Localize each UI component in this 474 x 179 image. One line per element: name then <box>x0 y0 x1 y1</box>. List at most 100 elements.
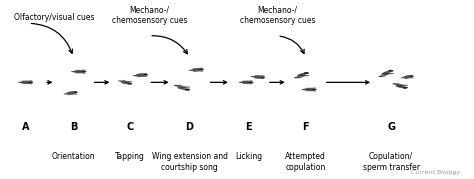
Text: B: B <box>70 122 77 132</box>
Circle shape <box>185 88 190 91</box>
Ellipse shape <box>401 77 406 78</box>
Ellipse shape <box>382 70 391 74</box>
Ellipse shape <box>69 92 75 93</box>
Ellipse shape <box>177 88 188 91</box>
Text: Wing extension and
courtship song: Wing extension and courtship song <box>152 152 228 172</box>
Circle shape <box>82 71 86 72</box>
Ellipse shape <box>256 76 263 77</box>
Ellipse shape <box>398 86 405 88</box>
Ellipse shape <box>121 82 131 84</box>
Ellipse shape <box>133 75 139 76</box>
Ellipse shape <box>136 76 147 77</box>
Circle shape <box>128 83 132 84</box>
Ellipse shape <box>77 72 84 73</box>
Ellipse shape <box>177 86 190 87</box>
Ellipse shape <box>18 82 24 83</box>
Circle shape <box>73 91 78 93</box>
Text: Mechano-/
chemosensory cues: Mechano-/ chemosensory cues <box>239 5 315 25</box>
Text: Copulation/
sperm transfer: Copulation/ sperm transfer <box>363 152 419 172</box>
Ellipse shape <box>74 70 85 71</box>
Ellipse shape <box>307 88 314 89</box>
Ellipse shape <box>300 73 306 75</box>
Ellipse shape <box>396 86 406 89</box>
Ellipse shape <box>242 83 253 84</box>
Text: G: G <box>387 122 395 132</box>
Ellipse shape <box>180 88 187 90</box>
Circle shape <box>143 74 148 76</box>
Ellipse shape <box>254 77 264 79</box>
Ellipse shape <box>397 85 404 87</box>
Ellipse shape <box>75 71 83 72</box>
Text: Orientation: Orientation <box>52 152 95 161</box>
Ellipse shape <box>383 72 390 74</box>
Ellipse shape <box>392 83 399 85</box>
Ellipse shape <box>297 75 309 76</box>
Ellipse shape <box>294 77 300 78</box>
Ellipse shape <box>382 73 393 75</box>
Ellipse shape <box>405 76 411 77</box>
Ellipse shape <box>22 82 30 83</box>
Ellipse shape <box>300 75 307 76</box>
Circle shape <box>312 89 317 90</box>
Ellipse shape <box>71 71 77 72</box>
Ellipse shape <box>307 90 314 91</box>
Ellipse shape <box>180 87 188 88</box>
Text: Olfactory/visual cues: Olfactory/visual cues <box>14 13 95 21</box>
Ellipse shape <box>243 82 250 83</box>
Circle shape <box>261 76 265 78</box>
Ellipse shape <box>384 71 390 73</box>
Ellipse shape <box>306 89 313 90</box>
Ellipse shape <box>255 76 262 78</box>
Ellipse shape <box>244 81 251 82</box>
Ellipse shape <box>305 90 316 91</box>
Ellipse shape <box>68 92 74 94</box>
Ellipse shape <box>67 91 76 93</box>
Ellipse shape <box>238 82 245 83</box>
Circle shape <box>28 81 33 83</box>
Ellipse shape <box>193 69 201 71</box>
Ellipse shape <box>123 83 130 84</box>
Ellipse shape <box>305 88 316 89</box>
Circle shape <box>388 70 393 72</box>
Ellipse shape <box>405 77 412 78</box>
Ellipse shape <box>64 93 69 95</box>
Circle shape <box>403 87 408 89</box>
Text: E: E <box>246 122 252 132</box>
Ellipse shape <box>122 82 129 83</box>
Circle shape <box>199 69 204 70</box>
Text: Attempted
copulation: Attempted copulation <box>285 152 326 172</box>
Ellipse shape <box>192 68 203 69</box>
Text: D: D <box>186 122 193 132</box>
Ellipse shape <box>136 73 147 75</box>
Ellipse shape <box>24 81 31 82</box>
Ellipse shape <box>69 93 76 94</box>
Ellipse shape <box>21 81 32 82</box>
Ellipse shape <box>194 70 201 71</box>
Ellipse shape <box>398 85 406 86</box>
Ellipse shape <box>174 85 180 86</box>
Ellipse shape <box>74 72 85 73</box>
Ellipse shape <box>384 73 392 74</box>
Ellipse shape <box>179 87 186 89</box>
Ellipse shape <box>378 75 384 77</box>
Ellipse shape <box>192 70 203 71</box>
Circle shape <box>410 76 414 77</box>
Text: Licking: Licking <box>235 152 263 161</box>
Text: Tapping: Tapping <box>115 152 146 161</box>
Ellipse shape <box>403 75 412 77</box>
Ellipse shape <box>301 89 308 90</box>
Ellipse shape <box>21 83 32 84</box>
Ellipse shape <box>256 77 263 78</box>
Text: Mechano-/
chemosensory cues: Mechano-/ chemosensory cues <box>111 5 187 25</box>
Ellipse shape <box>298 74 306 76</box>
Text: Current Biology: Current Biology <box>411 170 461 175</box>
Ellipse shape <box>297 72 307 75</box>
Ellipse shape <box>242 81 253 82</box>
Ellipse shape <box>404 76 411 78</box>
Ellipse shape <box>137 74 145 76</box>
Ellipse shape <box>138 74 146 75</box>
Text: A: A <box>22 122 30 132</box>
Ellipse shape <box>121 81 132 82</box>
Circle shape <box>249 81 254 83</box>
Ellipse shape <box>189 70 195 71</box>
